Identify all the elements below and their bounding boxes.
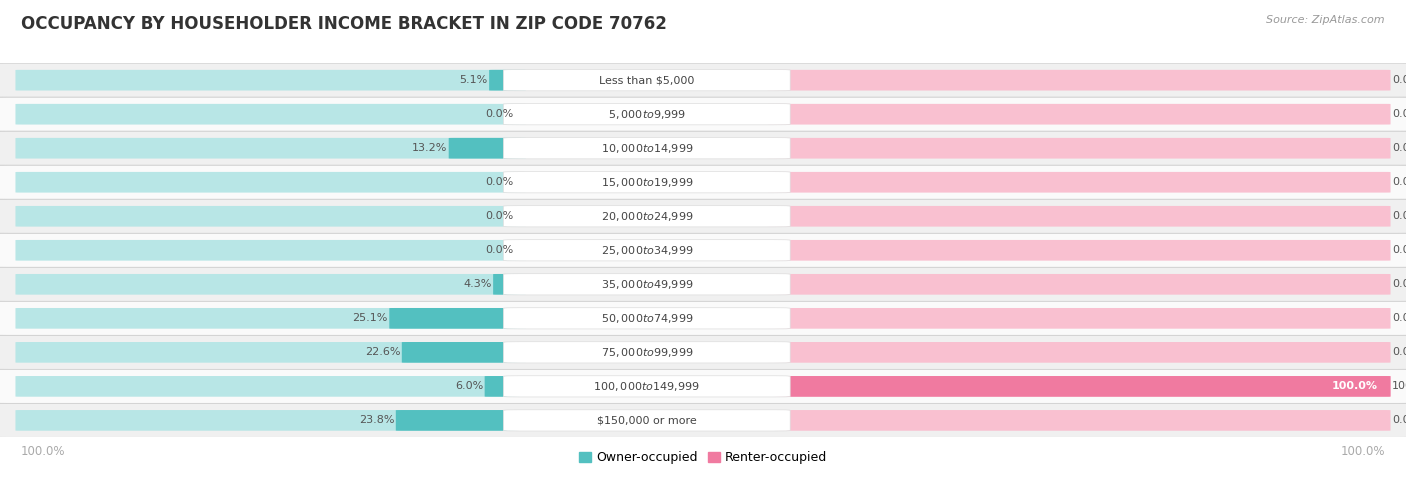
Text: 5.1%: 5.1% <box>460 75 488 85</box>
FancyBboxPatch shape <box>768 206 1391 226</box>
Text: 0.0%: 0.0% <box>1392 211 1406 221</box>
FancyBboxPatch shape <box>402 342 526 363</box>
Text: Source: ZipAtlas.com: Source: ZipAtlas.com <box>1267 15 1385 25</box>
FancyBboxPatch shape <box>396 410 526 431</box>
FancyBboxPatch shape <box>449 138 526 158</box>
Text: 22.6%: 22.6% <box>366 347 401 357</box>
Text: $25,000 to $34,999: $25,000 to $34,999 <box>600 244 693 257</box>
FancyBboxPatch shape <box>503 138 790 159</box>
Text: 100.0%: 100.0% <box>1392 382 1406 391</box>
FancyBboxPatch shape <box>768 342 1391 363</box>
FancyBboxPatch shape <box>503 274 790 295</box>
Text: 100.0%: 100.0% <box>1340 445 1385 457</box>
FancyBboxPatch shape <box>15 274 526 295</box>
Text: Less than $5,000: Less than $5,000 <box>599 75 695 85</box>
Text: 0.0%: 0.0% <box>1392 279 1406 289</box>
Text: 0.0%: 0.0% <box>1392 75 1406 85</box>
FancyBboxPatch shape <box>503 342 790 363</box>
FancyBboxPatch shape <box>503 308 790 329</box>
FancyBboxPatch shape <box>768 308 1391 329</box>
Text: 0.0%: 0.0% <box>1392 416 1406 425</box>
Text: 0.0%: 0.0% <box>1392 177 1406 187</box>
FancyBboxPatch shape <box>0 233 1406 267</box>
FancyBboxPatch shape <box>0 403 1406 437</box>
FancyBboxPatch shape <box>768 410 1391 431</box>
FancyBboxPatch shape <box>0 267 1406 301</box>
FancyBboxPatch shape <box>768 376 1391 397</box>
FancyBboxPatch shape <box>503 172 790 193</box>
FancyBboxPatch shape <box>503 240 790 261</box>
FancyBboxPatch shape <box>389 308 526 329</box>
Text: 0.0%: 0.0% <box>1392 245 1406 255</box>
FancyBboxPatch shape <box>0 199 1406 233</box>
FancyBboxPatch shape <box>494 274 526 295</box>
Text: $75,000 to $99,999: $75,000 to $99,999 <box>600 346 693 359</box>
FancyBboxPatch shape <box>503 206 790 227</box>
FancyBboxPatch shape <box>768 104 1391 124</box>
FancyBboxPatch shape <box>15 70 526 90</box>
FancyBboxPatch shape <box>0 63 1406 97</box>
FancyBboxPatch shape <box>15 342 526 363</box>
Text: OCCUPANCY BY HOUSEHOLDER INCOME BRACKET IN ZIP CODE 70762: OCCUPANCY BY HOUSEHOLDER INCOME BRACKET … <box>21 15 666 33</box>
FancyBboxPatch shape <box>489 70 526 90</box>
Text: 0.0%: 0.0% <box>1392 347 1406 357</box>
FancyBboxPatch shape <box>485 376 526 397</box>
Text: $100,000 to $149,999: $100,000 to $149,999 <box>593 380 700 393</box>
FancyBboxPatch shape <box>503 69 790 91</box>
FancyBboxPatch shape <box>768 172 1391 192</box>
FancyBboxPatch shape <box>0 369 1406 403</box>
Text: 0.0%: 0.0% <box>485 109 513 119</box>
Text: $15,000 to $19,999: $15,000 to $19,999 <box>600 176 693 189</box>
FancyBboxPatch shape <box>503 376 790 397</box>
FancyBboxPatch shape <box>15 104 526 124</box>
Text: $5,000 to $9,999: $5,000 to $9,999 <box>607 108 686 121</box>
FancyBboxPatch shape <box>15 308 526 329</box>
FancyBboxPatch shape <box>768 138 1391 158</box>
FancyBboxPatch shape <box>0 335 1406 369</box>
Text: 6.0%: 6.0% <box>456 382 484 391</box>
Text: $20,000 to $24,999: $20,000 to $24,999 <box>600 210 693 223</box>
Text: 0.0%: 0.0% <box>1392 109 1406 119</box>
FancyBboxPatch shape <box>0 165 1406 199</box>
Text: $150,000 or more: $150,000 or more <box>598 416 696 425</box>
Text: $50,000 to $74,999: $50,000 to $74,999 <box>600 312 693 325</box>
Text: 23.8%: 23.8% <box>359 416 395 425</box>
FancyBboxPatch shape <box>15 206 526 226</box>
FancyBboxPatch shape <box>15 376 526 397</box>
FancyBboxPatch shape <box>15 240 526 260</box>
FancyBboxPatch shape <box>503 104 790 125</box>
Text: 0.0%: 0.0% <box>485 177 513 187</box>
FancyBboxPatch shape <box>0 97 1406 131</box>
Text: 100.0%: 100.0% <box>1331 382 1378 391</box>
Text: $35,000 to $49,999: $35,000 to $49,999 <box>600 278 693 291</box>
Text: 4.3%: 4.3% <box>464 279 492 289</box>
FancyBboxPatch shape <box>768 376 1391 397</box>
FancyBboxPatch shape <box>15 172 526 192</box>
FancyBboxPatch shape <box>15 410 526 431</box>
Text: 0.0%: 0.0% <box>1392 313 1406 323</box>
FancyBboxPatch shape <box>0 301 1406 335</box>
Text: $10,000 to $14,999: $10,000 to $14,999 <box>600 142 693 155</box>
Text: 13.2%: 13.2% <box>412 143 447 153</box>
Text: 0.0%: 0.0% <box>1392 143 1406 153</box>
Text: 100.0%: 100.0% <box>21 445 66 457</box>
Text: 0.0%: 0.0% <box>485 211 513 221</box>
Text: 25.1%: 25.1% <box>353 313 388 323</box>
Text: 0.0%: 0.0% <box>485 245 513 255</box>
FancyBboxPatch shape <box>0 131 1406 165</box>
FancyBboxPatch shape <box>768 70 1391 90</box>
FancyBboxPatch shape <box>503 410 790 431</box>
FancyBboxPatch shape <box>15 138 526 158</box>
FancyBboxPatch shape <box>768 274 1391 295</box>
Legend: Owner-occupied, Renter-occupied: Owner-occupied, Renter-occupied <box>574 446 832 469</box>
FancyBboxPatch shape <box>768 240 1391 260</box>
